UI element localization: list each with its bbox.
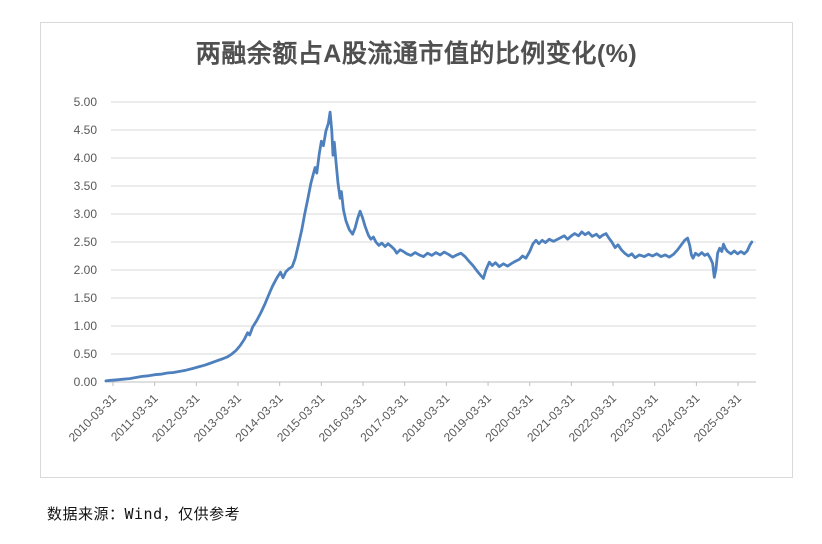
y-tick-label: 2.50 xyxy=(74,235,98,249)
data-line-margin-ratio xyxy=(104,110,754,383)
y-tick-label: 2.00 xyxy=(74,263,98,277)
y-tick-label: 0.00 xyxy=(74,375,98,389)
y-tick-label: 4.00 xyxy=(74,151,98,165)
y-tick-label: 4.50 xyxy=(74,123,98,137)
line-chart-plot: 0.00 0.50 1.00 1.50 2.00 2.50 3.00 3.50 4.00 4.50… xyxy=(66,95,756,445)
chart-panel: 两融余额占A股流通市值的比例变化(%) 0.00 0.50 1.00 1.50 2.00… xyxy=(40,22,793,478)
chart-title: 两融余额占A股流通市值的比例变化(%) xyxy=(195,40,638,68)
y-tick-label: 1.50 xyxy=(74,291,98,305)
y-tick-label: 1.00 xyxy=(74,319,98,333)
source-note: 数据来源：Wind，仅供参考 xyxy=(47,505,241,523)
y-tick-label: 3.00 xyxy=(74,207,98,221)
y-tick-label: 0.50 xyxy=(74,347,98,361)
y-tick-label: 5.00 xyxy=(74,95,98,109)
y-tick-label: 3.50 xyxy=(74,179,98,193)
